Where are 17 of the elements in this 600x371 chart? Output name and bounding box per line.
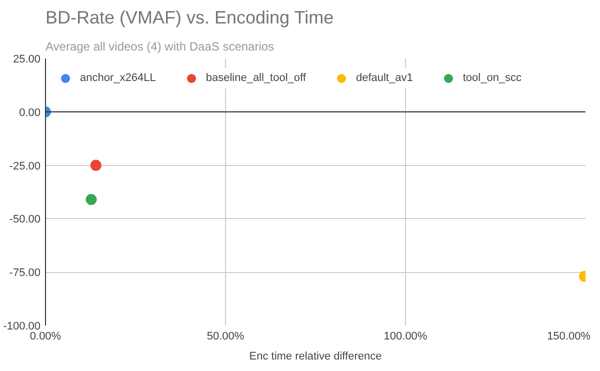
x-tick-label: 150.00% [547, 330, 591, 342]
legend-label: default_av1 [356, 72, 413, 84]
legend-label: baseline_all_tool_off [206, 72, 306, 84]
chart-title: BD-Rate (VMAF) vs. Encoding Time [46, 8, 334, 28]
y-tick-label: -50.00 [9, 214, 41, 226]
y-tick-label: 0.00 [19, 106, 41, 119]
legend-label: anchor_x264LL [80, 72, 156, 84]
x-tick-label: 50.00% [206, 330, 244, 342]
chart-subtitle: Average all videos (4) with DaaS scenarios [46, 40, 274, 54]
y-tick-label: 25.00 [12, 54, 41, 66]
y-tick-label: -25.00 [9, 160, 41, 172]
legend-label: tool_on_scc [462, 72, 522, 84]
y-tick-label: -75.00 [9, 267, 41, 280]
y-tick-label: -100.00 [3, 320, 41, 332]
x-tick-label: 0.00% [30, 330, 62, 342]
x-axis-title: Enc time relative difference [249, 350, 382, 362]
x-tick-label: 100.00% [384, 330, 428, 342]
